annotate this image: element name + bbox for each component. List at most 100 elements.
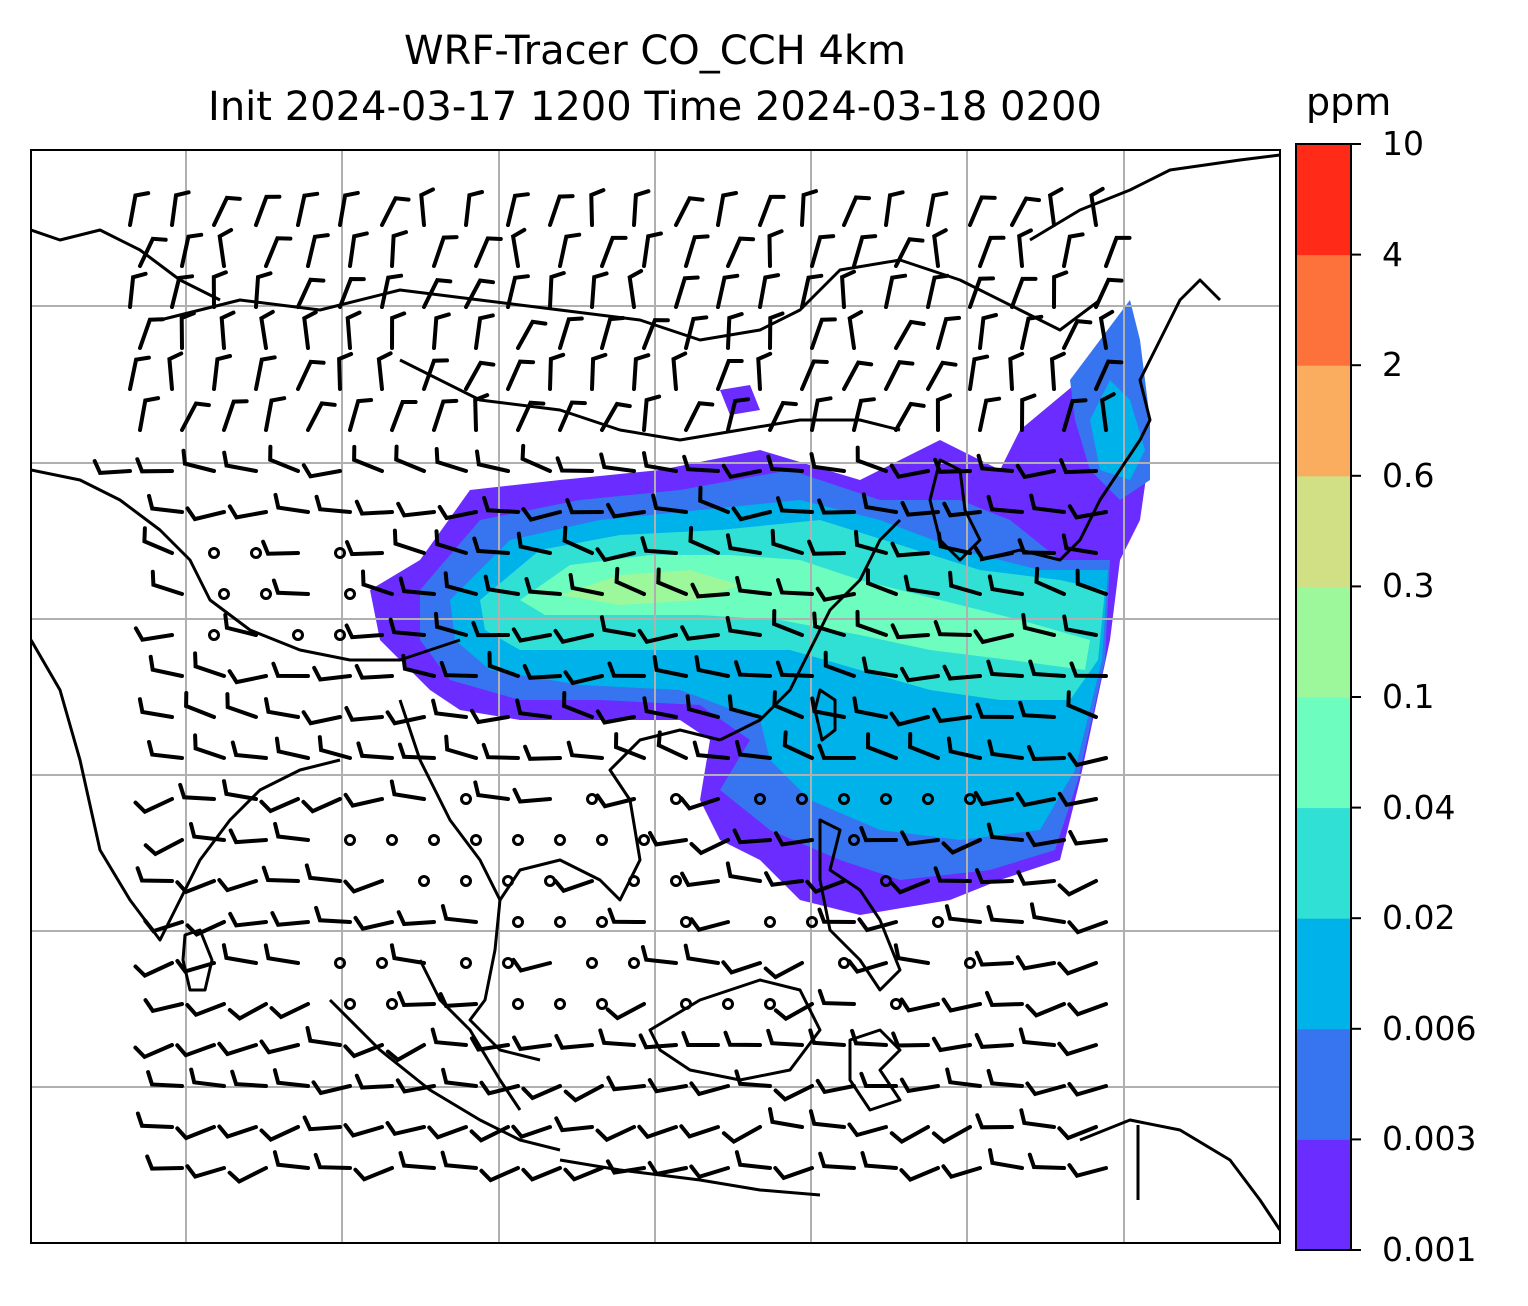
wind-barb <box>227 1002 268 1021</box>
wind-barb <box>973 545 1014 562</box>
wind-barb <box>613 732 646 760</box>
wind-barb <box>354 499 394 516</box>
wind-barb <box>1067 1002 1108 1017</box>
wind-barb <box>1057 1041 1098 1057</box>
wind-barb <box>852 696 888 719</box>
wind-barb <box>1059 458 1098 475</box>
wind-barb <box>361 569 394 596</box>
taiwan <box>813 688 837 742</box>
wind-barb <box>259 1039 300 1055</box>
wind-barb <box>431 698 468 719</box>
wind-barb <box>390 230 408 268</box>
calm-marker <box>260 588 272 600</box>
wind-barb <box>640 945 678 965</box>
wind-barb <box>1028 659 1066 678</box>
wind-barb <box>810 317 837 350</box>
wind-barb <box>815 586 856 602</box>
wind-barb <box>138 317 165 350</box>
calm-marker <box>964 793 976 805</box>
wind-barb <box>438 992 478 1008</box>
calm-marker <box>964 957 976 969</box>
wind-barb <box>942 664 982 681</box>
wind-barb <box>810 696 846 719</box>
wind-barb <box>180 232 204 268</box>
wind-barb <box>563 1166 604 1182</box>
wind-barb <box>800 273 824 309</box>
wind-barb <box>479 1080 520 1096</box>
wind-barb <box>756 351 773 391</box>
wind-barb <box>647 1078 688 1094</box>
wind-barb <box>632 189 651 227</box>
wind-barb <box>175 1043 216 1058</box>
wind-barb <box>1018 700 1056 719</box>
calm-marker <box>586 793 598 805</box>
wind-barb <box>345 310 362 350</box>
wind-barb <box>185 1164 226 1179</box>
wind-barb <box>271 578 310 596</box>
wind-barb <box>475 449 510 473</box>
calm-marker <box>250 547 262 559</box>
wind-barb <box>389 779 426 801</box>
wind-barb <box>175 879 216 895</box>
wind-barb <box>553 878 594 894</box>
wind-barb <box>472 536 510 555</box>
wind-barb <box>974 950 1014 967</box>
wind-barb <box>773 1166 814 1181</box>
wind-barb <box>520 443 552 473</box>
wind-barb <box>1029 902 1066 924</box>
wind-barb <box>189 822 226 842</box>
wind-barb <box>314 494 352 514</box>
wind-barb <box>261 539 300 556</box>
colorbar-segment <box>1296 254 1351 366</box>
wind-barb <box>524 577 562 596</box>
wind-barb <box>975 868 1014 885</box>
wind-barb <box>133 797 174 815</box>
wind-barb <box>855 445 888 473</box>
wind-barb <box>683 943 720 965</box>
wind-barb <box>516 400 546 432</box>
wind-barb <box>306 401 337 432</box>
wind-barb <box>818 1151 856 1170</box>
wind-barb <box>1067 920 1108 935</box>
sri-lanka <box>181 928 214 992</box>
wind-barb <box>422 277 453 309</box>
wind-barb <box>692 740 730 760</box>
wind-barb <box>562 525 594 555</box>
wind-barb <box>1061 533 1098 555</box>
wind-barb <box>563 670 604 686</box>
calm-marker <box>344 588 356 600</box>
wind-barb <box>138 396 161 432</box>
wind-barb <box>128 271 148 309</box>
wind-barb <box>1015 463 1056 480</box>
wind-barb <box>217 1124 258 1139</box>
wind-barb <box>143 998 184 1014</box>
wind-barb <box>1027 1152 1066 1170</box>
wind-barb <box>464 360 496 391</box>
wind-barb <box>859 826 898 843</box>
wind-barb <box>296 191 320 227</box>
wind-barb <box>254 355 277 391</box>
wind-barb <box>842 360 874 391</box>
wind-barb <box>768 311 785 350</box>
wind-barb <box>259 309 275 350</box>
calm-marker <box>208 629 220 641</box>
wind-barb <box>931 1125 972 1145</box>
wind-barb <box>1019 1108 1056 1129</box>
wind-barb <box>968 276 995 309</box>
wind-barb <box>388 617 426 637</box>
wind-barb <box>1067 504 1108 520</box>
calm-marker <box>512 998 524 1010</box>
wind-barb <box>975 1113 1014 1130</box>
wind-barb <box>988 1148 1024 1170</box>
calm-marker <box>334 629 346 641</box>
wind-barb <box>689 1081 730 1097</box>
plume-core <box>560 570 740 605</box>
wind-barb <box>395 1078 436 1094</box>
wind-barb <box>227 1166 268 1184</box>
wind-barb <box>353 915 394 931</box>
wind-barb <box>652 655 688 678</box>
philippines <box>818 818 902 992</box>
wind-barb <box>986 1068 1024 1088</box>
colorbar-segment <box>1296 807 1351 919</box>
wind-barb <box>782 730 814 760</box>
